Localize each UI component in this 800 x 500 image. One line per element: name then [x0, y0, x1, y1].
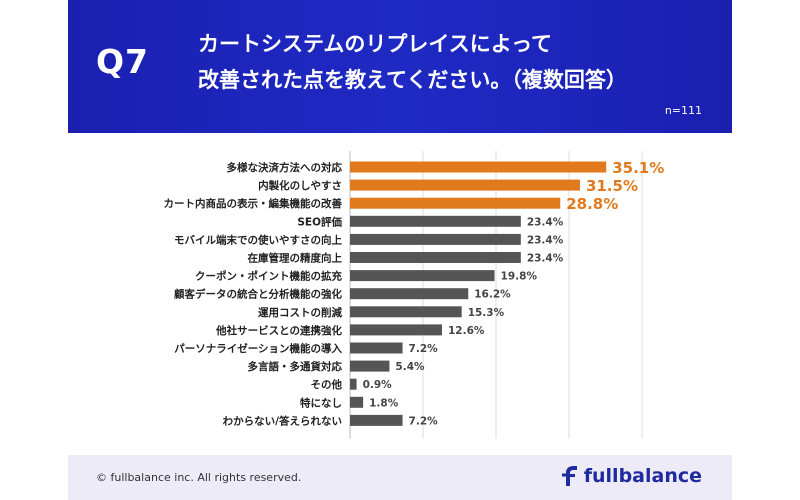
bar [350, 306, 462, 318]
value-label: 23.4% [527, 253, 564, 265]
category-label: クーポン・ポイント機能の拡充 [195, 270, 342, 283]
question-number: Q7 [96, 42, 150, 81]
title-line-2: 改善された点を教えてください。（複数回答） [198, 68, 627, 92]
sample-size: n=111 [664, 104, 702, 117]
bar [350, 215, 521, 227]
category-label: カート内商品の表示・編集機能の改善 [164, 197, 343, 210]
value-label: 12.6% [448, 325, 485, 337]
category-label: わからない/答えられない [223, 414, 342, 427]
copyright-text: © fullbalance inc. All rights reserved. [96, 471, 302, 484]
bar [350, 270, 495, 282]
category-label: SEO評価 [297, 215, 342, 228]
fullbalance-logo-icon [561, 466, 577, 486]
value-label: 28.8% [566, 195, 618, 213]
value-label: 23.4% [527, 216, 564, 228]
category-label: 顧客データの統合と分析機能の強化 [174, 288, 342, 301]
brand-name: fullbalance [583, 465, 702, 487]
bar [350, 396, 364, 408]
bar [350, 161, 607, 173]
category-label: その他 [311, 378, 343, 391]
bar [350, 342, 403, 354]
value-label: 7.2% [409, 343, 439, 355]
bar [350, 252, 521, 263]
bar [350, 360, 390, 372]
category-label: 運用コストの削減 [258, 306, 342, 319]
value-label: 5.4% [395, 361, 425, 373]
value-label: 35.1% [612, 159, 664, 177]
header-banner: Q7 カートシステムのリプレイスによって 改善された点を教えてください。（複数回… [68, 0, 732, 133]
bar [350, 378, 357, 390]
brand-logo: fullbalance [561, 465, 702, 487]
category-label: 多言語・多通貨対応 [248, 360, 343, 373]
category-label: パーソナライゼーション機能の導入 [174, 342, 342, 355]
category-label: 他社サービスとの連携強化 [215, 324, 342, 337]
page-title: カートシステムのリプレイスによって 改善された点を教えてください。（複数回答） [198, 26, 627, 98]
bar [350, 324, 442, 336]
value-label: 7.2% [409, 415, 439, 427]
title-line-1: カートシステムのリプレイスによって [198, 32, 553, 56]
category-label: 特になし [300, 396, 342, 409]
bar [350, 197, 561, 209]
bar [350, 179, 580, 191]
value-label: 1.8% [369, 397, 399, 409]
bar-chart: 多様な決済方法への対応 35.1% 内製化のしやすさ 31.5% カート内商品の表示・編… [164, 151, 664, 439]
value-label: 0.9% [363, 379, 393, 391]
category-label: 在庫管理の精度向上 [248, 252, 343, 265]
value-label: 16.2% [474, 289, 511, 301]
bar [350, 414, 403, 426]
category-label: モバイル端末での使いやすさの向上 [174, 233, 342, 246]
value-label: 23.4% [527, 234, 564, 246]
value-label: 19.8% [501, 271, 538, 283]
value-label: 15.3% [468, 307, 505, 319]
bar [350, 288, 469, 300]
category-label: 多様な決済方法への対応 [227, 161, 343, 174]
bar [350, 233, 521, 245]
category-label: 内製化のしやすさ [258, 179, 342, 192]
footer: © fullbalance inc. All rights reserved. … [68, 455, 732, 500]
value-label: 31.5% [586, 177, 638, 195]
